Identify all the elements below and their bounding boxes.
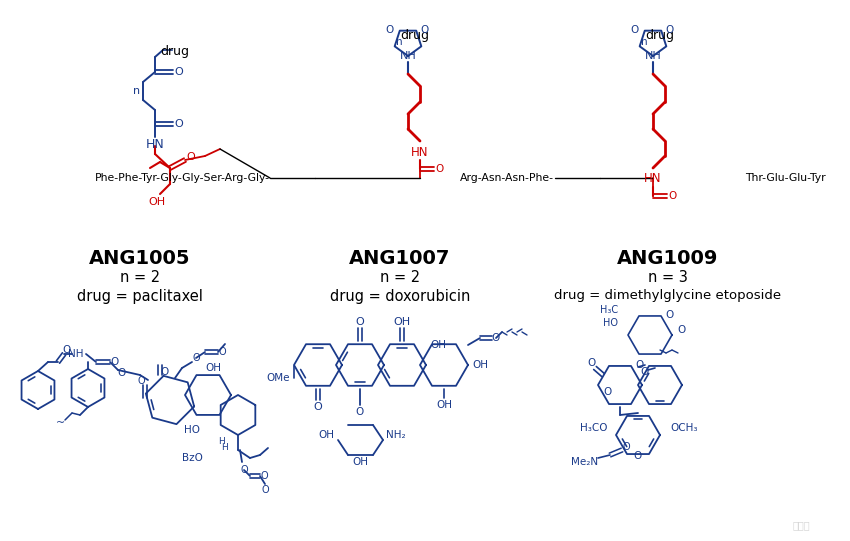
- Text: ANG1005: ANG1005: [89, 248, 190, 267]
- Text: H: H: [218, 438, 225, 446]
- Text: O: O: [174, 119, 184, 129]
- Text: O: O: [492, 333, 500, 343]
- Text: ANG1009: ANG1009: [617, 248, 719, 267]
- Text: drug: drug: [400, 29, 429, 42]
- Text: O: O: [137, 376, 144, 386]
- Text: O: O: [669, 191, 677, 201]
- Text: NH: NH: [644, 51, 661, 61]
- Text: drug = dimethylglycine etoposide: drug = dimethylglycine etoposide: [554, 289, 781, 302]
- Text: HN: HN: [644, 173, 662, 186]
- Text: O: O: [174, 67, 184, 77]
- Text: NH₂: NH₂: [386, 430, 405, 440]
- Text: drug: drug: [161, 45, 190, 58]
- Text: OH: OH: [205, 363, 221, 373]
- Text: O: O: [260, 471, 268, 481]
- Text: Me₂N: Me₂N: [571, 457, 598, 467]
- Text: NH: NH: [68, 349, 84, 359]
- Text: H₃C: H₃C: [600, 305, 618, 315]
- Text: O: O: [421, 25, 429, 35]
- Text: n = 3: n = 3: [648, 270, 688, 286]
- Text: O: O: [386, 25, 394, 35]
- Text: n: n: [133, 86, 140, 96]
- Text: O: O: [634, 451, 642, 461]
- Text: O: O: [314, 402, 322, 412]
- Text: OCH₃: OCH₃: [670, 423, 698, 433]
- Text: Phe-Phe-Tyr-Gly-Gly-Ser-Arg-Gly-: Phe-Phe-Tyr-Gly-Gly-Ser-Arg-Gly-: [95, 173, 270, 183]
- Text: n: n: [641, 37, 648, 47]
- Text: OH: OH: [149, 197, 166, 207]
- Text: O: O: [192, 353, 200, 363]
- Text: OH: OH: [352, 457, 368, 467]
- Text: NH: NH: [400, 51, 416, 61]
- Text: O: O: [118, 368, 126, 378]
- Text: H: H: [222, 444, 229, 452]
- Text: H₃CO: H₃CO: [581, 423, 608, 433]
- Text: OH: OH: [436, 400, 452, 410]
- Text: O: O: [161, 367, 169, 377]
- Text: OH: OH: [472, 360, 488, 370]
- Text: O: O: [110, 357, 119, 367]
- Text: drug = doxorubicin: drug = doxorubicin: [330, 288, 470, 304]
- Text: HO: HO: [184, 425, 200, 435]
- Text: O: O: [241, 465, 248, 475]
- Text: drug = paclitaxel: drug = paclitaxel: [77, 288, 203, 304]
- Text: OH: OH: [430, 340, 446, 350]
- Text: OH: OH: [318, 430, 334, 440]
- Text: O: O: [187, 152, 196, 162]
- Text: O: O: [218, 347, 226, 357]
- Text: O: O: [436, 164, 444, 174]
- Text: O: O: [641, 367, 649, 377]
- Text: HO: HO: [603, 318, 618, 328]
- Text: ANG1007: ANG1007: [349, 248, 450, 267]
- Text: O: O: [666, 310, 674, 320]
- Text: Thr-Glu-Glu-Tyr: Thr-Glu-Glu-Tyr: [745, 173, 825, 183]
- Text: O: O: [356, 407, 364, 417]
- Text: n = 2: n = 2: [120, 270, 160, 286]
- Text: ~: ~: [56, 418, 65, 428]
- Text: HN: HN: [411, 146, 428, 159]
- Text: Arg-Asn-Asn-Phe-: Arg-Asn-Asn-Phe-: [460, 173, 554, 183]
- Text: HN: HN: [145, 137, 164, 150]
- Text: drug: drug: [645, 29, 675, 42]
- Text: O: O: [604, 387, 612, 397]
- Text: O: O: [588, 358, 596, 368]
- Text: O: O: [622, 442, 630, 452]
- Text: O: O: [63, 345, 71, 355]
- Text: O: O: [261, 485, 269, 495]
- Text: O: O: [631, 25, 639, 35]
- Text: O: O: [666, 25, 674, 35]
- Text: O: O: [636, 360, 644, 370]
- Text: 助脉网: 助脉网: [792, 520, 810, 530]
- Text: n: n: [396, 37, 402, 47]
- Text: O: O: [677, 325, 686, 335]
- Text: BzO: BzO: [182, 453, 202, 463]
- Text: O: O: [355, 317, 365, 327]
- Text: n = 2: n = 2: [380, 270, 420, 286]
- Text: OMe: OMe: [267, 373, 290, 383]
- Text: OH: OH: [394, 317, 411, 327]
